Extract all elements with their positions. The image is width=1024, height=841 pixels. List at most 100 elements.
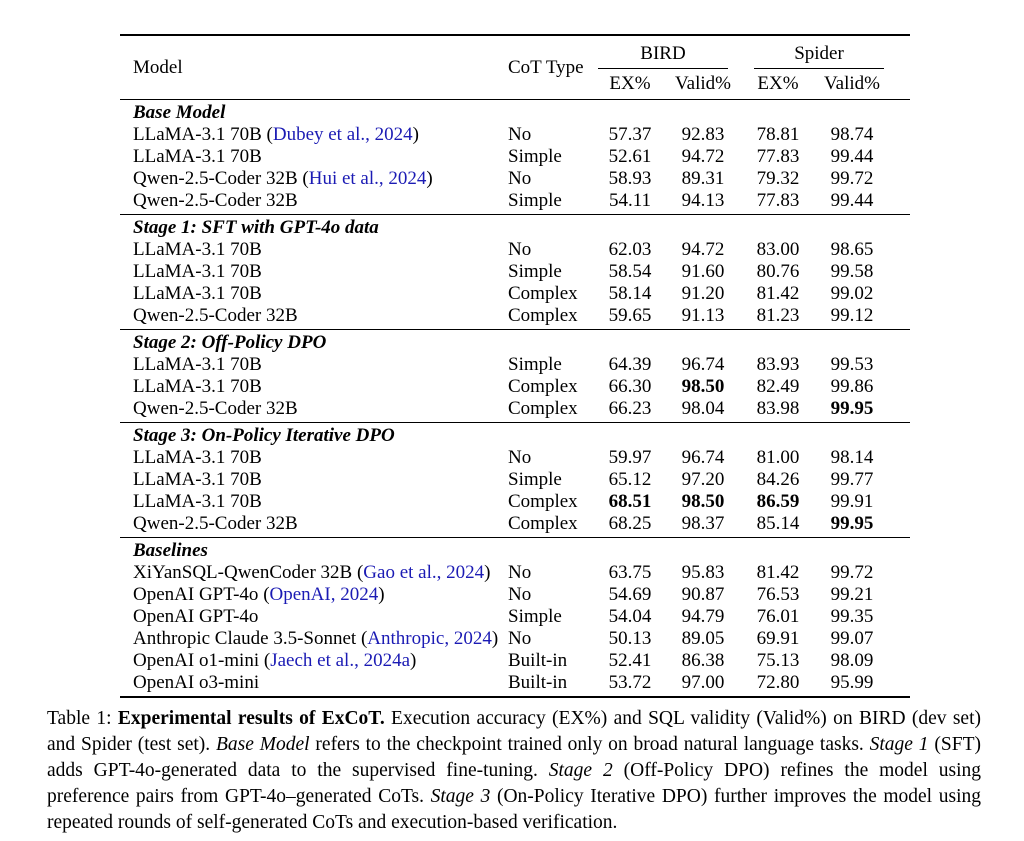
caption-segment: (SFT) adds GPT-4o-generated data to the …	[47, 734, 981, 781]
table-row: OpenAI o3-mini Built-in 53.72 97.00 72.80 95.…	[120, 672, 910, 697]
spider-valid-value: 99.95	[830, 513, 874, 534]
model-name: LLaMA-3.1 70B	[133, 146, 262, 167]
model-name: Anthropic Claude 3.5-Sonnet (Anthropic, …	[133, 628, 499, 649]
model-name: LLaMA-3.1 70B	[133, 354, 262, 375]
table-row: OpenAI o1-mini (Jaech et al., 2024a) Buil…	[120, 650, 910, 672]
spider-ex-value: 83.93	[756, 354, 800, 375]
section-title: Stage 3: On-Policy Iterative DPO	[120, 422, 911, 447]
spider-ex-value: 78.81	[756, 124, 800, 145]
bird-valid-value: 94.72	[681, 239, 725, 260]
table-row: LLaMA-3.1 70B (Dubey et al., 2024) No 57.3…	[120, 124, 910, 146]
spider-ex-value: 85.14	[756, 513, 800, 534]
section-title: Stage 2: Off-Policy DPO	[120, 329, 911, 354]
bird-valid-value: 97.00	[681, 672, 725, 693]
model-name: OpenAI GPT-4o (OpenAI, 2024)	[133, 584, 385, 605]
spider-ex-value: 76.53	[756, 584, 800, 605]
bird-valid-value: 95.83	[681, 562, 725, 583]
cot-type: Complex	[508, 491, 578, 512]
section-title: Base Model	[120, 99, 911, 124]
bird-valid-value: 97.20	[681, 469, 725, 490]
bird-valid-value: 86.38	[681, 650, 725, 671]
bird-ex-value: 64.39	[608, 354, 652, 375]
cot-type: Simple	[508, 354, 562, 375]
spider-ex-value: 75.13	[756, 650, 800, 671]
bird-ex-value: 59.97	[608, 447, 652, 468]
table-row: LLaMA-3.1 70B Complex 66.30 98.50 82.49 99.86	[120, 376, 910, 398]
citation-link[interactable]: OpenAI, 2024	[269, 584, 379, 605]
cot-type: No	[508, 239, 532, 260]
spider-ex-value: 77.83	[756, 190, 800, 211]
model-name: XiYanSQL-QwenCoder 32B (Gao et al., 2024…	[133, 562, 491, 583]
column-group-spider-label: Spider	[754, 42, 885, 69]
bird-valid-value: 91.20	[681, 283, 725, 304]
cot-type: No	[508, 447, 532, 468]
section-title-row: Stage 3: On-Policy Iterative DPO	[120, 422, 911, 447]
spider-valid-value: 95.99	[830, 672, 874, 693]
bird-ex-value: 54.11	[608, 190, 652, 211]
spider-valid-value: 99.86	[830, 376, 874, 397]
bird-ex-value: 62.03	[608, 239, 652, 260]
bird-valid-value: 98.04	[681, 398, 725, 419]
spider-ex-value: 83.98	[756, 398, 800, 419]
model-name: Qwen-2.5-Coder 32B	[133, 305, 298, 326]
citation-link[interactable]: Dubey et al., 2024	[272, 124, 413, 145]
spider-valid-value: 99.44	[830, 146, 874, 167]
spider-ex-value: 81.42	[756, 562, 800, 583]
model-name: LLaMA-3.1 70B	[133, 491, 262, 512]
column-header-model: Model	[120, 35, 496, 100]
spider-valid-value: 99.35	[830, 606, 874, 627]
caption-segment: refers to the checkpoint trained only on…	[309, 734, 870, 755]
spider-valid-value: 99.95	[830, 398, 874, 419]
bird-valid-value: 98.50	[681, 376, 725, 397]
table-row: OpenAI GPT-4o Simple 54.04 94.79 76.01 99.35	[120, 606, 910, 628]
table-header: Model CoT Type BIRD Spider EX% Valid% EX…	[120, 35, 911, 100]
citation-link[interactable]: Gao et al., 2024	[363, 562, 485, 583]
bird-valid-value: 94.79	[681, 606, 725, 627]
column-header-spider-valid: Valid%	[816, 69, 911, 100]
spider-valid-value: 99.77	[830, 469, 874, 490]
caption-segment: (Off-Policy DPO) refines the model using…	[47, 760, 982, 807]
caption-segment: (On-Policy Iterative DPO) further improv…	[47, 786, 981, 833]
citation-link[interactable]: Anthropic, 2024	[367, 628, 492, 649]
spider-ex-value: 82.49	[756, 376, 800, 397]
cot-type: No	[508, 168, 532, 189]
table-row: LLaMA-3.1 70B Simple 64.39 96.74 83.93 99.53	[120, 354, 910, 376]
model-name: OpenAI o1-mini (Jaech et al., 2024a)	[133, 650, 417, 671]
cot-type: Complex	[508, 283, 578, 304]
table-row: LLaMA-3.1 70B No 62.03 94.72 83.00 98.65	[120, 239, 910, 261]
caption-segment: Execution accuracy (EX%) and SQL validit…	[47, 708, 981, 755]
bird-ex-value: 58.14	[608, 283, 652, 304]
bird-valid-value: 98.37	[681, 513, 725, 534]
model-name: LLaMA-3.1 70B	[133, 283, 262, 304]
caption-segment: Table 1:	[47, 708, 118, 729]
section-title-row: Base Model	[120, 99, 911, 124]
model-name: LLaMA-3.1 70B	[133, 376, 262, 397]
section-title-row: Baselines	[120, 537, 911, 562]
cot-type: Simple	[508, 190, 562, 211]
spider-ex-value: 72.80	[756, 672, 800, 693]
spider-valid-value: 99.58	[830, 261, 874, 282]
section-title: Stage 1: SFT with GPT-4o data	[120, 214, 911, 239]
citation-link[interactable]: Hui et al., 2024	[308, 168, 427, 189]
model-name: LLaMA-3.1 70B	[133, 447, 262, 468]
column-group-bird: BIRD	[594, 35, 740, 69]
spider-valid-value: 99.44	[830, 190, 874, 211]
bird-ex-value: 66.30	[608, 376, 652, 397]
bird-ex-value: 65.12	[608, 469, 652, 490]
spider-valid-value: 99.53	[830, 354, 874, 375]
spider-ex-value: 81.23	[756, 305, 800, 326]
bird-valid-value: 98.50	[681, 491, 725, 512]
caption-segment: Stage 3	[430, 786, 491, 807]
bird-valid-value: 96.74	[681, 354, 725, 375]
bird-valid-value: 94.72	[681, 146, 725, 167]
cot-type: Simple	[508, 146, 562, 167]
citation-link[interactable]: Jaech et al., 2024a	[270, 650, 411, 671]
spider-valid-value: 98.65	[830, 239, 874, 260]
bird-ex-value: 54.04	[608, 606, 652, 627]
model-name: Qwen-2.5-Coder 32B (Hui et al., 2024)	[133, 168, 433, 189]
spider-valid-value: 98.09	[830, 650, 874, 671]
bird-ex-value: 63.75	[608, 562, 652, 583]
model-name: LLaMA-3.1 70B	[133, 469, 262, 490]
model-name: Qwen-2.5-Coder 32B	[133, 398, 298, 419]
